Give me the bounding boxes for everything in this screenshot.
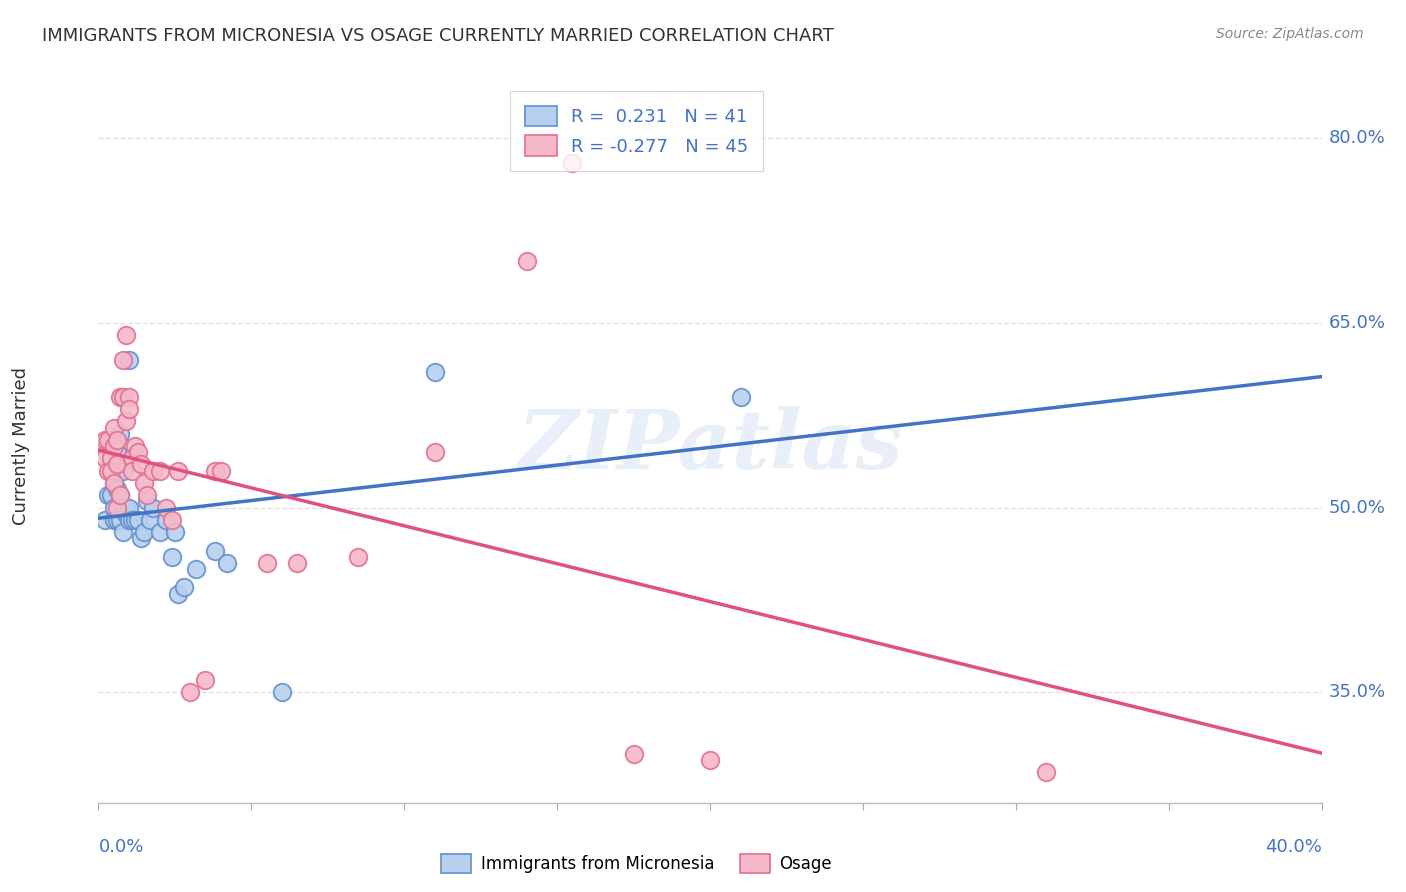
Point bbox=[136, 494, 159, 508]
Text: 80.0%: 80.0% bbox=[1329, 129, 1385, 147]
Point bbox=[129, 458, 152, 472]
Text: 65.0%: 65.0% bbox=[1329, 314, 1386, 332]
Text: 50.0%: 50.0% bbox=[1329, 499, 1385, 516]
Point bbox=[209, 464, 232, 478]
Point bbox=[97, 488, 120, 502]
Point bbox=[111, 525, 134, 540]
Point bbox=[100, 488, 122, 502]
Text: Currently Married: Currently Married bbox=[13, 367, 30, 525]
Point bbox=[516, 254, 538, 268]
Point bbox=[270, 685, 292, 699]
Point bbox=[97, 464, 120, 478]
Point bbox=[97, 433, 120, 447]
Text: IMMIGRANTS FROM MICRONESIA VS OSAGE CURRENTLY MARRIED CORRELATION CHART: IMMIGRANTS FROM MICRONESIA VS OSAGE CURR… bbox=[42, 27, 834, 45]
Point bbox=[103, 513, 125, 527]
Point bbox=[100, 451, 122, 466]
Point bbox=[142, 464, 165, 478]
Point bbox=[118, 513, 141, 527]
Point bbox=[194, 673, 217, 687]
Point bbox=[167, 464, 190, 478]
Point bbox=[127, 513, 149, 527]
Point bbox=[163, 525, 186, 540]
Point bbox=[730, 390, 752, 404]
Point bbox=[105, 482, 128, 496]
Text: 40.0%: 40.0% bbox=[1265, 838, 1322, 856]
Point bbox=[93, 513, 115, 527]
Point bbox=[134, 525, 156, 540]
Point bbox=[347, 549, 370, 564]
Text: 35.0%: 35.0% bbox=[1329, 683, 1386, 701]
Point bbox=[160, 513, 183, 527]
Point bbox=[173, 581, 195, 595]
Point bbox=[142, 500, 165, 515]
Point bbox=[108, 390, 131, 404]
Point bbox=[100, 464, 122, 478]
Point bbox=[167, 587, 190, 601]
Point bbox=[118, 352, 141, 367]
Point bbox=[111, 464, 134, 478]
Point bbox=[103, 420, 125, 434]
Point bbox=[118, 402, 141, 417]
Point bbox=[204, 464, 226, 478]
Point bbox=[155, 500, 177, 515]
Point bbox=[121, 464, 143, 478]
Point bbox=[100, 451, 122, 466]
Point bbox=[103, 475, 125, 490]
Text: Source: ZipAtlas.com: Source: ZipAtlas.com bbox=[1216, 27, 1364, 41]
Point bbox=[121, 451, 143, 466]
Point bbox=[149, 525, 172, 540]
Point bbox=[93, 451, 115, 466]
Point bbox=[155, 513, 177, 527]
Point bbox=[285, 556, 308, 570]
Point bbox=[149, 464, 172, 478]
Point bbox=[423, 365, 446, 379]
Point bbox=[204, 543, 226, 558]
Point bbox=[121, 513, 143, 527]
Point bbox=[118, 390, 141, 404]
Point bbox=[139, 513, 162, 527]
Point bbox=[115, 328, 138, 343]
Point bbox=[115, 500, 138, 515]
Point bbox=[186, 562, 208, 576]
Point bbox=[124, 513, 146, 527]
Point bbox=[108, 513, 131, 527]
Point bbox=[1035, 765, 1057, 780]
Point bbox=[111, 500, 134, 515]
Point bbox=[105, 513, 128, 527]
Legend: Immigrants from Micronesia, Osage: Immigrants from Micronesia, Osage bbox=[434, 847, 839, 880]
Point bbox=[111, 390, 134, 404]
Point bbox=[108, 488, 131, 502]
Point bbox=[103, 439, 125, 453]
Point bbox=[136, 488, 159, 502]
Point bbox=[93, 433, 115, 447]
Point bbox=[160, 549, 183, 564]
Point bbox=[215, 556, 238, 570]
Point bbox=[111, 352, 134, 367]
Point bbox=[108, 426, 131, 441]
Point bbox=[127, 445, 149, 459]
Point bbox=[105, 500, 128, 515]
Point bbox=[103, 500, 125, 515]
Point bbox=[256, 556, 278, 570]
Point bbox=[699, 753, 721, 767]
Text: 0.0%: 0.0% bbox=[98, 838, 143, 856]
Point bbox=[561, 156, 583, 170]
Point bbox=[105, 445, 128, 459]
Point bbox=[115, 414, 138, 428]
Point bbox=[108, 488, 131, 502]
Point bbox=[115, 507, 138, 521]
Point bbox=[423, 445, 446, 459]
Point bbox=[118, 500, 141, 515]
Point bbox=[105, 433, 128, 447]
Point bbox=[134, 475, 156, 490]
Point bbox=[623, 747, 645, 761]
Point bbox=[124, 439, 146, 453]
Point bbox=[105, 458, 128, 472]
Point bbox=[103, 475, 125, 490]
Point bbox=[179, 685, 201, 699]
Text: ZIPatlas: ZIPatlas bbox=[517, 406, 903, 486]
Point bbox=[129, 531, 152, 545]
